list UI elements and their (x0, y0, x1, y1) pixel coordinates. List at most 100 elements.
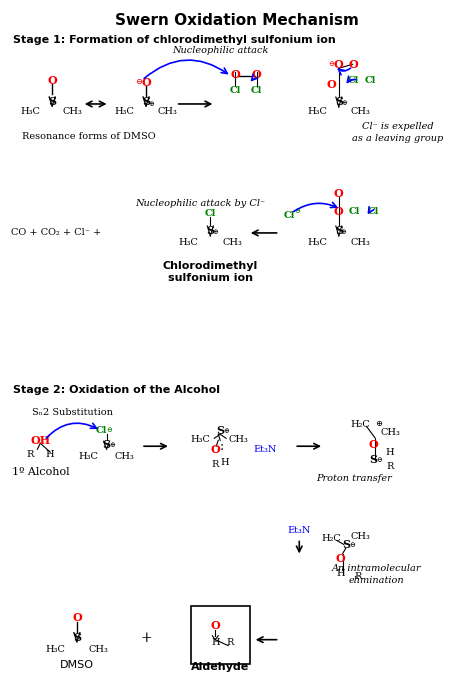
Text: Nucleophilic attack: Nucleophilic attack (172, 46, 268, 55)
Text: S: S (73, 632, 81, 643)
Text: Cl: Cl (229, 85, 241, 94)
Text: S: S (335, 226, 343, 236)
Text: ⊖: ⊖ (328, 60, 334, 69)
Text: O: O (72, 612, 82, 624)
Text: H: H (221, 458, 229, 467)
Text: Cl: Cl (251, 85, 263, 94)
Text: H₂C: H₂C (321, 534, 341, 543)
Text: Swern Oxidation Mechanism: Swern Oxidation Mechanism (115, 13, 359, 28)
Text: O: O (230, 69, 240, 80)
Text: CH₃: CH₃ (351, 238, 371, 247)
Text: H: H (211, 638, 219, 647)
Text: An intramolecular: An intramolecular (332, 564, 421, 572)
Text: Stage 2: Oxidation of the Alcohol: Stage 2: Oxidation of the Alcohol (13, 384, 219, 395)
Text: Cl: Cl (349, 207, 360, 215)
Text: Cl: Cl (205, 208, 216, 217)
Text: 1º Alcohol: 1º Alcohol (11, 467, 69, 477)
Text: H: H (337, 569, 345, 577)
Text: O: O (47, 75, 57, 86)
Text: Cl: Cl (368, 207, 379, 215)
Text: S: S (142, 96, 150, 108)
Text: O: O (252, 69, 262, 80)
Text: Cl: Cl (365, 75, 376, 85)
Text: Proton transfer: Proton transfer (316, 475, 392, 484)
Text: ⊕: ⊕ (341, 228, 346, 236)
Text: O: O (141, 77, 151, 87)
Text: O: O (334, 206, 344, 217)
Text: H₃C: H₃C (307, 238, 327, 247)
Text: DMSO: DMSO (60, 661, 94, 670)
Text: :: : (220, 440, 224, 453)
Text: S: S (206, 226, 214, 236)
Text: O: O (334, 59, 344, 70)
Text: Et₃N: Et₃N (288, 526, 311, 535)
Text: as a leaving group: as a leaving group (353, 134, 444, 143)
Text: S: S (48, 96, 56, 108)
Text: CH₃: CH₃ (89, 645, 109, 654)
Text: ⊕: ⊕ (342, 99, 347, 107)
Text: R: R (211, 459, 219, 468)
Text: Et₃N: Et₃N (253, 445, 276, 454)
Text: Aldehyde: Aldehyde (191, 663, 249, 672)
Text: S: S (343, 539, 351, 550)
Text: S: S (216, 425, 224, 436)
Text: CH₃: CH₃ (351, 108, 371, 117)
Text: ⊕: ⊕ (109, 441, 115, 449)
Text: CH₃: CH₃ (351, 532, 371, 541)
Text: CH₃: CH₃ (228, 435, 248, 444)
Text: ⊖: ⊖ (294, 207, 300, 215)
Text: CH₃: CH₃ (114, 452, 134, 461)
Text: CH₃: CH₃ (222, 238, 242, 247)
Text: H₂C: H₂C (351, 420, 370, 429)
Text: S: S (335, 96, 343, 108)
Text: O: O (336, 553, 346, 564)
Text: H₃C: H₃C (191, 435, 210, 444)
Text: Chlorodimethyl: Chlorodimethyl (163, 261, 258, 271)
Text: H₃C: H₃C (179, 238, 199, 247)
Text: R: R (355, 572, 362, 581)
Text: Sₙ2 Substitution: Sₙ2 Substitution (31, 408, 112, 417)
Text: Cl: Cl (96, 426, 107, 435)
Text: Stage 1: Formation of chlorodimethyl sulfonium ion: Stage 1: Formation of chlorodimethyl sul… (13, 36, 336, 45)
Text: elimination: elimination (348, 576, 404, 584)
Text: H: H (46, 449, 55, 459)
Text: sulfonium ion: sulfonium ion (168, 273, 253, 282)
Text: R: R (27, 449, 34, 459)
Text: Cl⁻ is expelled: Cl⁻ is expelled (362, 122, 434, 131)
Text: Cl: Cl (284, 210, 295, 219)
Text: S: S (369, 454, 377, 465)
Text: O: O (334, 188, 344, 199)
Text: CH₃: CH₃ (62, 108, 82, 117)
Text: :: : (30, 433, 35, 446)
Text: S: S (102, 439, 110, 449)
Text: ⊕: ⊕ (223, 427, 229, 435)
Text: ⊕: ⊕ (375, 420, 382, 428)
Text: H₃C: H₃C (307, 108, 327, 117)
Text: O: O (349, 59, 358, 70)
Text: CO + CO₂ + Cl⁻ +: CO + CO₂ + Cl⁻ + (11, 229, 101, 238)
Text: Resonance forms of DMSO: Resonance forms of DMSO (22, 132, 155, 141)
Text: R: R (227, 638, 234, 647)
Text: ⊖: ⊖ (135, 78, 142, 86)
Text: +: + (140, 630, 152, 644)
Text: H₃C: H₃C (114, 108, 134, 117)
Text: ⊖: ⊖ (107, 426, 112, 434)
FancyBboxPatch shape (191, 606, 250, 665)
Text: O: O (368, 439, 378, 449)
Text: H: H (386, 447, 394, 456)
Text: ⊖: ⊖ (350, 542, 356, 549)
Text: H₃C: H₃C (20, 108, 40, 117)
Text: CH₃: CH₃ (380, 428, 400, 437)
Text: CH₃: CH₃ (158, 108, 178, 117)
Text: ⊖: ⊖ (376, 456, 382, 464)
Text: R: R (386, 461, 394, 470)
Text: O: O (210, 620, 220, 631)
Text: O: O (210, 444, 220, 455)
Text: ⊕: ⊕ (212, 228, 218, 236)
Text: O: O (326, 78, 336, 89)
Text: H₃C: H₃C (79, 452, 99, 461)
Text: Cl: Cl (348, 75, 359, 85)
Text: ⊕: ⊕ (148, 100, 154, 108)
Text: Nucleophilic attack by Cl⁻: Nucleophilic attack by Cl⁻ (136, 199, 265, 208)
Text: OH: OH (30, 435, 50, 446)
